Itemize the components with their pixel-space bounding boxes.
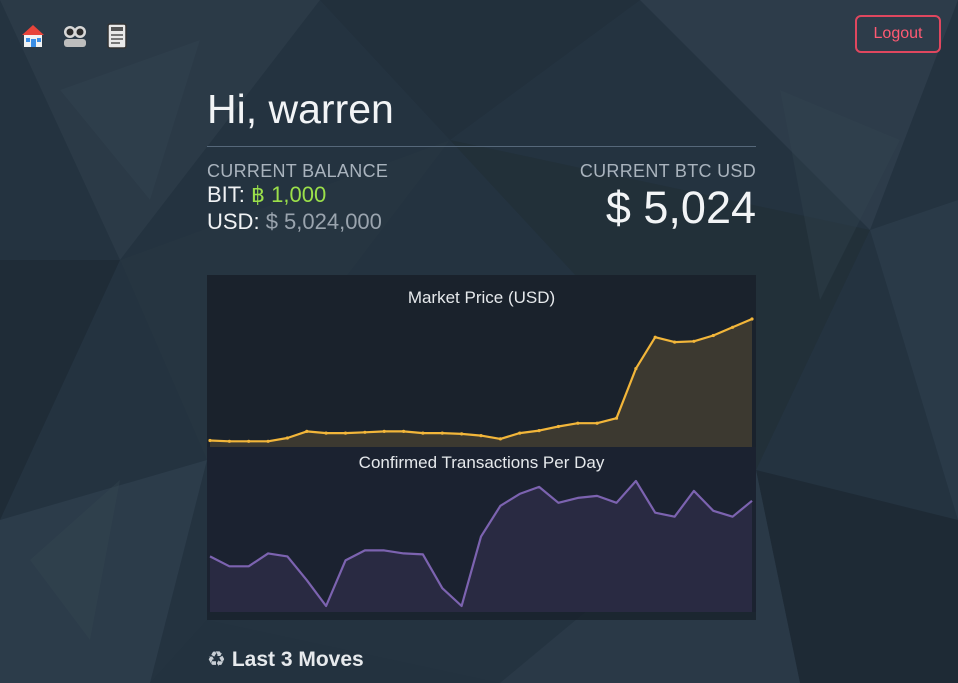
data-point <box>440 431 444 435</box>
last-moves-title: Last 3 Moves <box>231 648 364 671</box>
data-point <box>382 429 386 433</box>
data-point <box>614 416 619 420</box>
data-point <box>653 335 657 339</box>
series-area <box>210 481 752 612</box>
data-point <box>247 439 251 443</box>
nav-ledger-button[interactable] <box>102 20 132 52</box>
series-area <box>210 319 752 447</box>
charts-svg: Market Price (USD) Confirmed Transactions… <box>207 275 756 612</box>
nav-home-button[interactable] <box>18 20 48 52</box>
last-moves-heading: ♻ Last 3 Moves <box>207 647 364 672</box>
data-point <box>363 430 367 434</box>
btc-usd-label: CURRENT BTC USD <box>579 161 756 181</box>
data-point <box>460 432 464 436</box>
data-point <box>402 429 406 433</box>
data-point <box>343 431 348 435</box>
usd-balance-row: USD: $ 5,024,000 <box>207 209 382 235</box>
data-point <box>634 367 638 371</box>
usd-prefix: USD: <box>207 209 260 234</box>
data-point <box>750 317 754 321</box>
chart-title: Market Price (USD) <box>408 288 555 307</box>
data-point <box>227 439 231 443</box>
data-point <box>285 436 289 440</box>
bit-balance-row: BIT: ฿ 1,000 <box>207 182 326 208</box>
data-point <box>731 325 735 329</box>
data-point <box>421 431 425 435</box>
chart-background <box>207 275 756 447</box>
data-point <box>518 431 522 435</box>
data-point <box>537 429 541 433</box>
bit-balance-value: ฿ 1,000 <box>251 182 327 207</box>
data-point <box>305 429 309 433</box>
data-point <box>479 434 483 438</box>
recycle-icon: ♻ <box>207 648 226 671</box>
bit-prefix: BIT: <box>207 182 245 207</box>
data-point <box>711 333 715 338</box>
series-line <box>209 479 753 608</box>
data-point <box>576 421 580 425</box>
usd-balance-value: $ 5,024,000 <box>265 209 382 234</box>
data-point <box>266 439 270 443</box>
balance-label: CURRENT BALANCE <box>207 161 389 181</box>
data-point <box>595 421 599 425</box>
logout-button[interactable]: Logout <box>855 15 941 53</box>
data-point <box>692 339 696 343</box>
nav-users-button[interactable] <box>60 20 90 52</box>
data-point <box>673 340 677 344</box>
data-point <box>324 431 328 435</box>
charts-panel: Market Price (USD) Confirmed Transactions… <box>207 275 756 620</box>
home-icon <box>22 25 44 47</box>
chart-background <box>207 447 756 612</box>
ledger-icon <box>107 23 127 49</box>
top-nav <box>18 20 132 52</box>
data-point <box>208 438 212 443</box>
greeting-heading: Hi, warren <box>207 86 394 132</box>
divider <box>207 146 756 147</box>
data-point <box>556 424 560 429</box>
btc-usd-value: $ 5,024 <box>605 182 756 233</box>
users-icon <box>64 26 86 47</box>
chart-title: Confirmed Transactions Per Day <box>359 453 605 472</box>
data-point <box>498 437 502 441</box>
